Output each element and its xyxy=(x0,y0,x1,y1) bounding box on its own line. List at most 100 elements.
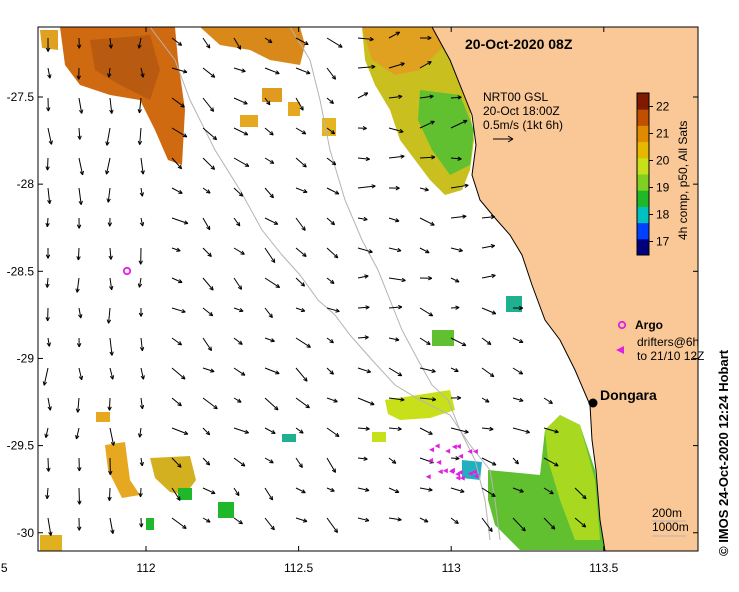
current-vector-head xyxy=(365,489,370,492)
current-vector-head xyxy=(300,429,304,434)
current-vector-head xyxy=(491,274,496,279)
current-vector-head xyxy=(205,463,210,466)
drifter-marker xyxy=(436,459,442,465)
argo-legend-icon xyxy=(617,320,627,330)
current-vector-head xyxy=(427,37,432,41)
current-vector-head xyxy=(270,459,274,464)
current-vector-head xyxy=(275,286,280,289)
current-vector-head xyxy=(431,371,436,373)
current-vector-head xyxy=(46,342,50,347)
current-vector-head xyxy=(455,458,460,461)
current-vector xyxy=(419,337,431,345)
current-vector-head xyxy=(272,525,275,530)
current-vector xyxy=(202,337,212,351)
current-vector-head xyxy=(490,527,493,532)
current-legend-line3: 0.5m/s (1kt 6h) xyxy=(483,118,563,132)
current-vector-head xyxy=(489,428,494,432)
current-vector xyxy=(140,337,143,351)
current-vector-head xyxy=(177,166,182,170)
y-tick-label: -27.5 xyxy=(7,90,35,104)
current-vector-head xyxy=(106,170,110,175)
colorbar-segment xyxy=(637,93,649,110)
current-vector xyxy=(450,157,462,160)
current-vector-head xyxy=(455,307,460,310)
current-vector-head xyxy=(113,441,116,446)
current-vector-head xyxy=(307,343,311,348)
current-vector-head xyxy=(302,489,306,494)
current-vector-head xyxy=(332,220,336,225)
current-vector-head xyxy=(268,497,273,501)
sst-patch-central-2 xyxy=(432,330,454,346)
current-vector-head xyxy=(240,374,245,376)
current-vector xyxy=(171,37,182,46)
current-vector-head xyxy=(46,107,49,112)
current-vector-head xyxy=(302,165,307,168)
current-vector-head xyxy=(179,279,183,283)
current-vector-head xyxy=(138,492,141,498)
current-vector-head xyxy=(205,432,210,436)
current-vector xyxy=(326,247,339,259)
current-vector xyxy=(233,217,241,227)
current-vector xyxy=(264,307,273,318)
current-vector xyxy=(512,397,524,402)
drifter-marker xyxy=(458,453,464,459)
current-vector xyxy=(512,487,524,493)
current-vector-head xyxy=(455,305,460,308)
drifter-marker xyxy=(425,474,431,480)
current-vector-head xyxy=(76,288,80,293)
current-vector xyxy=(233,247,245,255)
current-vector-head xyxy=(365,428,370,431)
current-vector-head xyxy=(431,399,437,402)
current-vector-head xyxy=(427,340,431,345)
current-vector-head xyxy=(365,92,369,97)
current-vector-head xyxy=(400,155,405,159)
x-tick-label: 113.5 xyxy=(589,561,618,575)
current-vector-head xyxy=(336,308,340,312)
drifter-legend-line2: to 21/10 12Z xyxy=(637,349,704,363)
current-vector-head xyxy=(182,375,186,380)
current-vector xyxy=(233,457,246,467)
current-vector-head xyxy=(397,247,402,252)
current-vector-head xyxy=(49,199,52,204)
current-vector-head xyxy=(179,189,183,194)
current-vector-head xyxy=(489,375,494,378)
current-vector xyxy=(326,427,340,437)
current-vector xyxy=(543,427,559,433)
current-vector-head xyxy=(46,467,49,472)
current-vector-head xyxy=(47,254,51,259)
current-vector xyxy=(512,337,524,343)
current-vector xyxy=(139,427,142,438)
drifter-marker xyxy=(445,448,451,454)
current-vector xyxy=(264,187,274,199)
current-vector-head xyxy=(76,44,80,49)
current-vector-head xyxy=(304,252,307,257)
current-vector-head xyxy=(107,198,111,203)
current-vector-head xyxy=(76,224,80,229)
current-vector-head xyxy=(462,214,467,217)
current-vector-head xyxy=(299,431,304,434)
current-vector-head xyxy=(365,156,370,160)
current-vector-head xyxy=(268,315,273,319)
y-tick-label: -30 xyxy=(17,526,35,540)
current-vector xyxy=(388,217,400,222)
current-vector xyxy=(419,397,436,401)
current-vector-head xyxy=(331,279,335,284)
current-vector-head xyxy=(48,342,51,347)
current-vector-head xyxy=(302,521,308,523)
current-vector-head xyxy=(76,256,79,261)
current-vector-head xyxy=(369,36,374,40)
current-vector-head xyxy=(139,523,142,528)
current-vector-head xyxy=(334,398,338,403)
current-vector xyxy=(295,337,311,348)
current-vector xyxy=(202,217,211,230)
current-vector xyxy=(109,367,114,380)
current-vector xyxy=(109,37,112,49)
current-vector xyxy=(481,337,492,345)
current-vector-head xyxy=(80,200,83,205)
sst-patch-southwest-green xyxy=(178,488,192,500)
dongara-marker xyxy=(588,398,598,408)
current-vector-head xyxy=(331,469,336,473)
sst-patch-southeast-light xyxy=(545,415,600,540)
current-vector-head xyxy=(550,490,554,495)
colorbar-tick-label: 17 xyxy=(656,235,670,249)
